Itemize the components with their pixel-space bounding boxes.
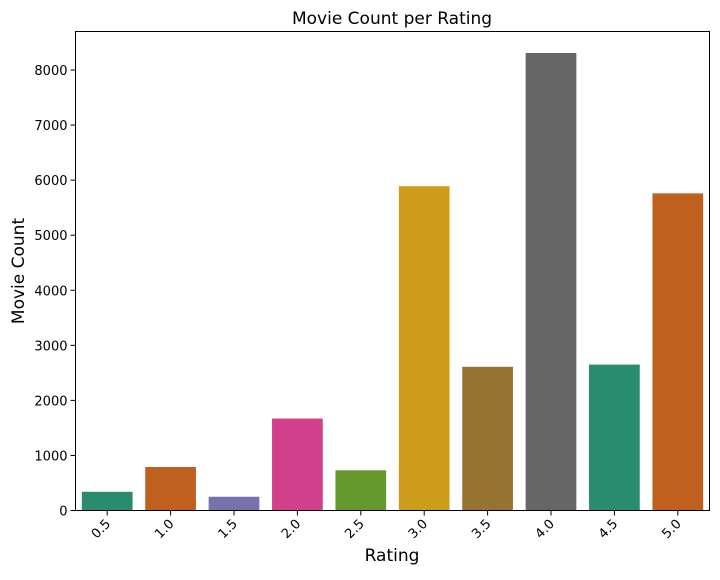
bar-5.0 [652,193,704,511]
bar-3.0 [398,186,450,511]
y-tick-label: 2000 [34,394,67,409]
y-tick-label: 3000 [34,339,67,354]
y-tick-label: 4000 [34,284,67,299]
x-axis-ticks: 0.5 1.0 1.5 2.0 2.5 3.0 3.5 4.0 4.5 5.0 [89,510,685,542]
x-axis-label: Rating [365,546,420,566]
bar-4.0 [525,52,577,511]
x-tick-label: 4.5 [596,517,621,542]
x-tick-label: 2.5 [342,517,367,542]
y-tick-label: 5000 [34,229,67,244]
x-tick-label: 0.5 [89,517,114,542]
bar-3.5 [462,366,513,511]
x-tick-label: 1.5 [216,517,241,542]
y-axis-label: Movie Count [9,218,29,325]
bar-0.5 [81,491,133,511]
y-tick-label: 7000 [34,119,67,134]
x-tick-label: 3.5 [469,517,494,542]
x-tick-label: 4.0 [533,517,558,542]
y-tick-label: 1000 [34,449,67,464]
x-tick-label: 3.0 [406,517,431,542]
chart-title: Movie Count per Rating [292,9,492,29]
bars-layer [81,52,704,511]
bar-4.5 [589,364,640,511]
y-tick-label: 0 [59,505,67,520]
x-tick-label: 5.0 [659,517,684,542]
y-tick-label: 6000 [34,174,67,189]
bar-2.0 [272,418,323,511]
y-tick-label: 8000 [34,64,67,79]
x-tick-label: 1.0 [152,517,177,542]
plot-frame [75,31,710,511]
bar-1.5 [208,496,260,511]
bar-1.0 [145,467,196,511]
bar-2.5 [335,470,387,511]
x-tick-label: 2.0 [279,517,304,542]
y-axis-ticks: 0 1000 2000 3000 4000 5000 6000 7000 8000 [34,64,76,520]
